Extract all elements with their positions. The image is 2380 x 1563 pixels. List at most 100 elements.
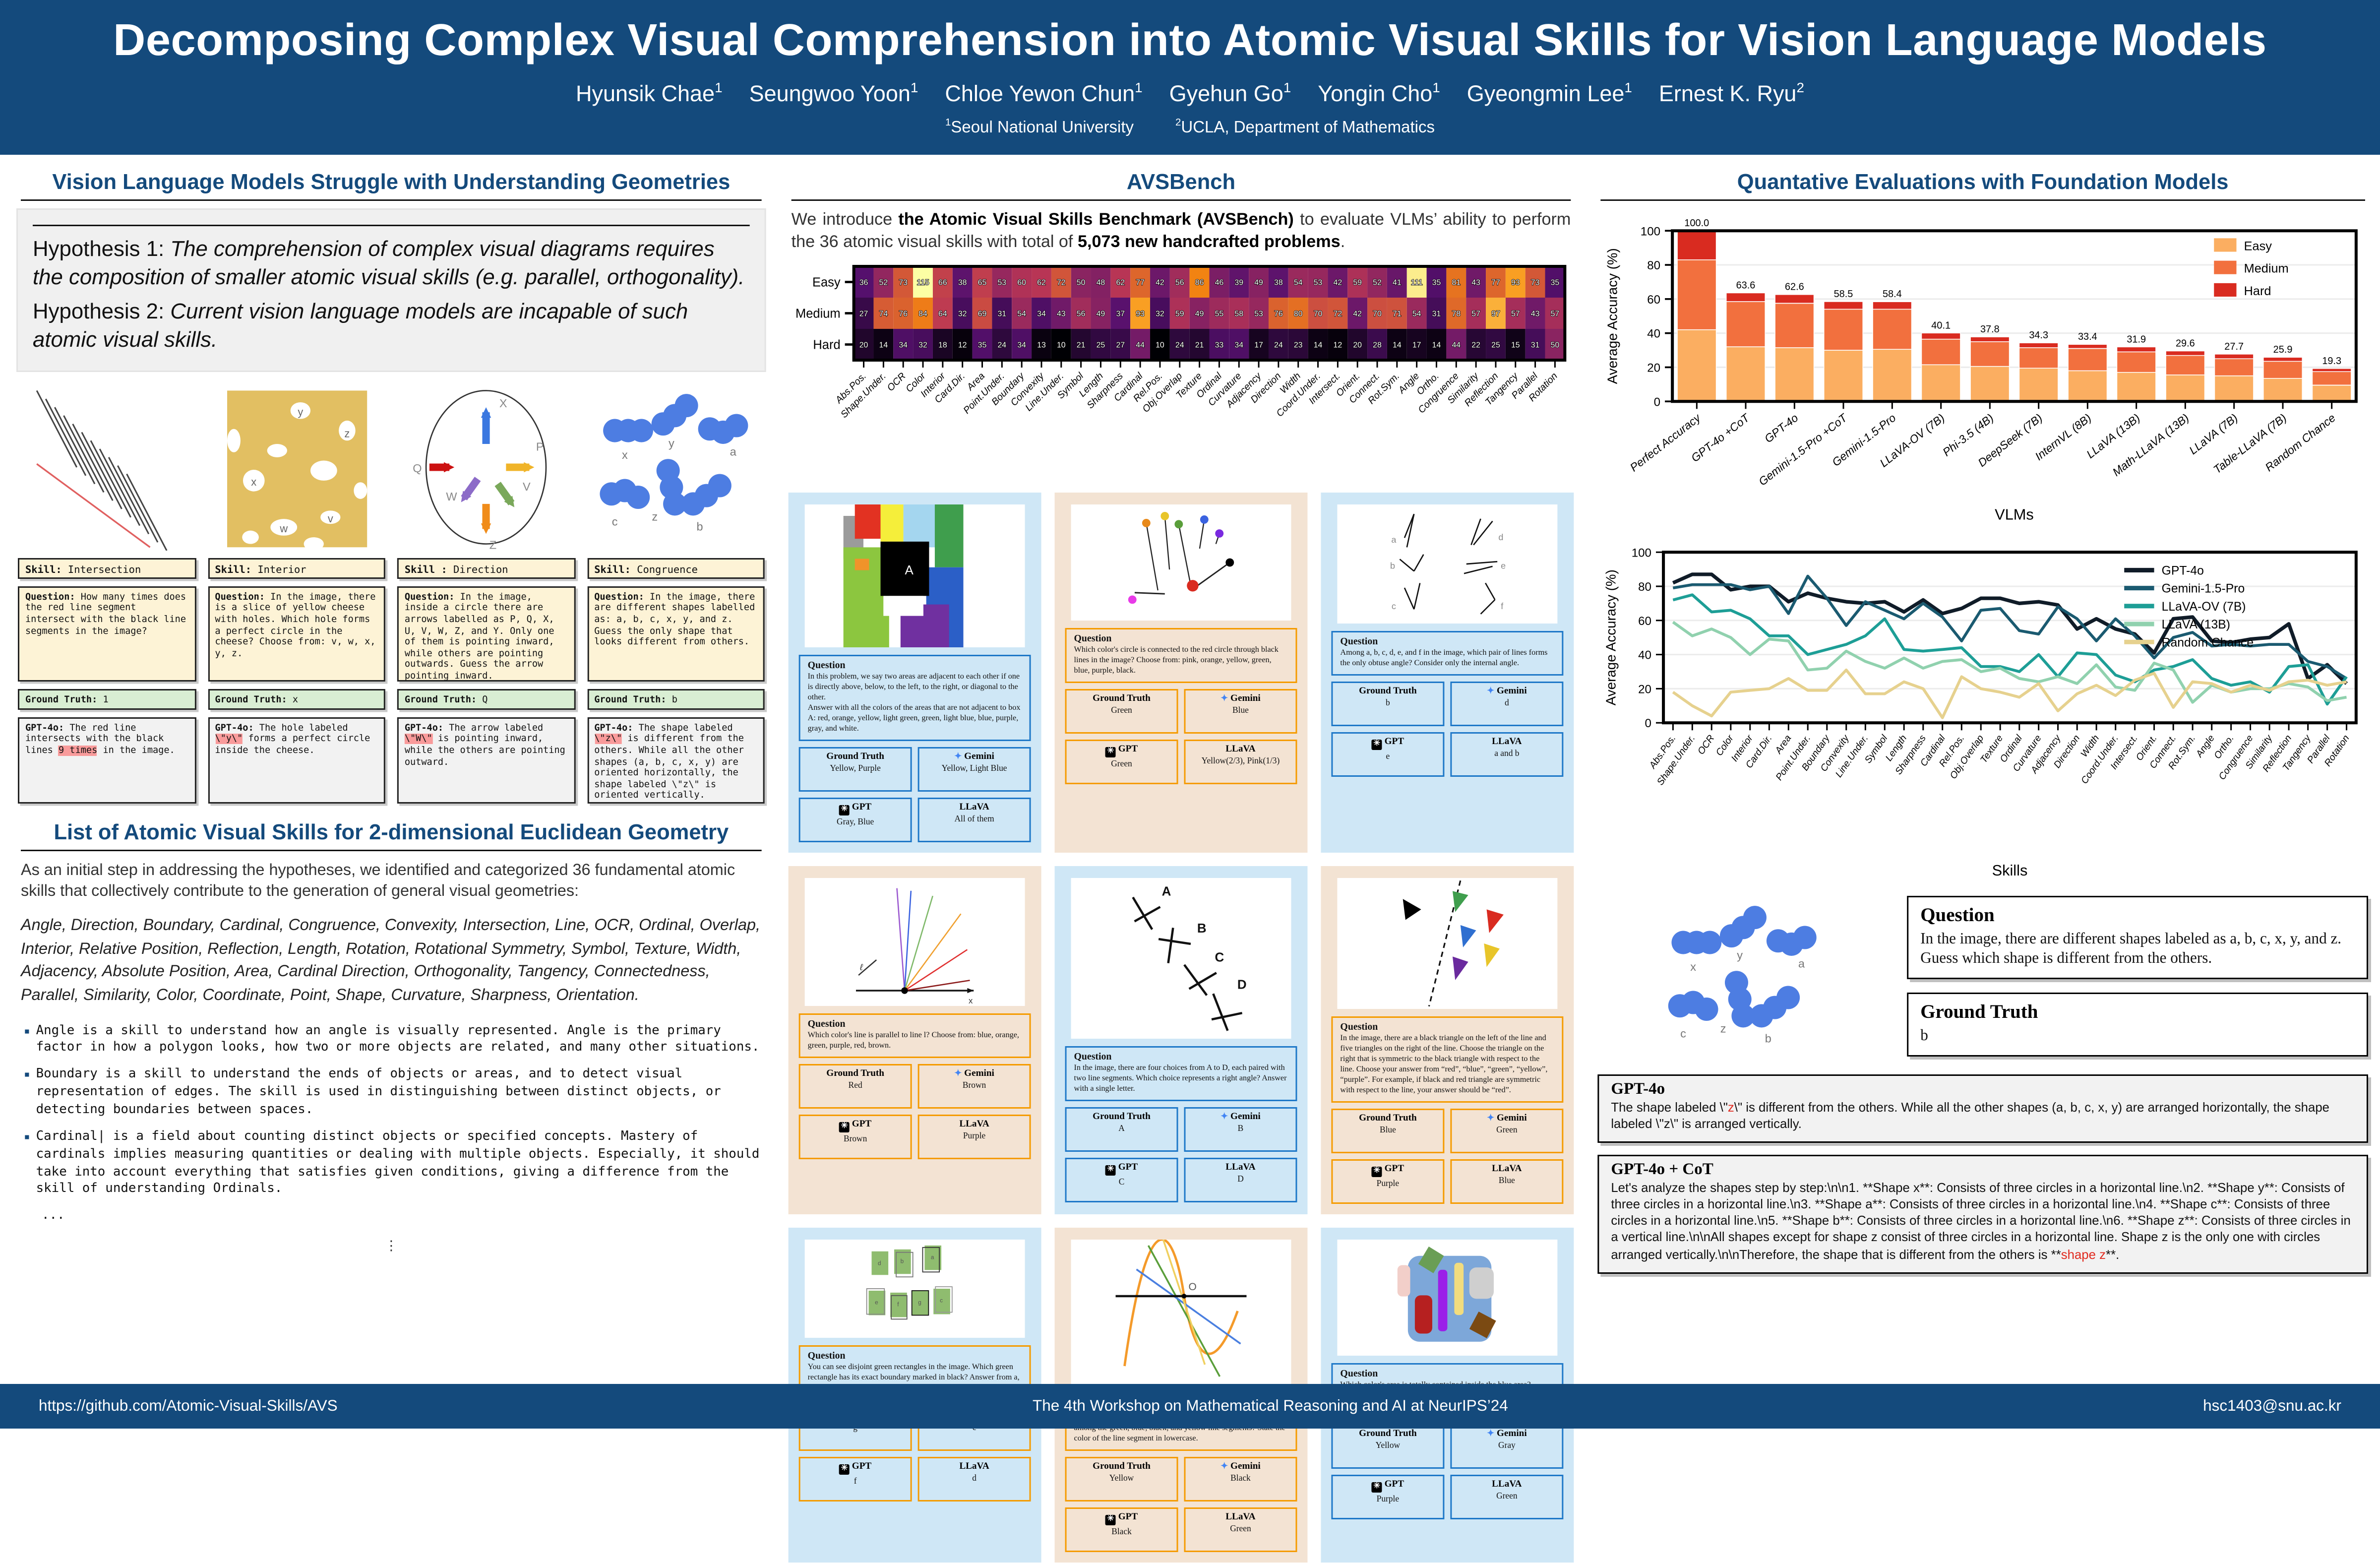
svg-text:Z: Z bbox=[489, 538, 496, 550]
svg-text:19.3: 19.3 bbox=[2322, 356, 2341, 367]
svg-text:60: 60 bbox=[1647, 293, 1660, 307]
answer-cell-gemini: ✦ Gemini Black bbox=[1184, 1457, 1297, 1502]
svg-text:32: 32 bbox=[958, 310, 967, 318]
intersect-figure bbox=[17, 383, 196, 551]
svg-text:OCR: OCR bbox=[885, 371, 908, 393]
gpt4o-text-pre: The shape labeled \" bbox=[1611, 1099, 1728, 1114]
svg-text:49: 49 bbox=[1195, 310, 1204, 318]
svg-text:33: 33 bbox=[1215, 341, 1224, 350]
svg-text:37.8: 37.8 bbox=[1980, 324, 2000, 335]
svg-text:34: 34 bbox=[1037, 310, 1046, 318]
svg-text:15: 15 bbox=[1511, 341, 1520, 350]
svg-text:18: 18 bbox=[938, 341, 947, 350]
svg-text:49: 49 bbox=[1097, 310, 1105, 318]
answer-cell-gpt: ✳ GPT C bbox=[1065, 1158, 1178, 1203]
svg-text:49: 49 bbox=[1254, 279, 1263, 287]
hypothesis-1: Hypothesis 1: The comprehension of compl… bbox=[33, 237, 750, 293]
svg-text:62.6: 62.6 bbox=[1785, 282, 1804, 293]
divider bbox=[32, 225, 750, 226]
svg-text:20: 20 bbox=[859, 341, 868, 350]
svg-text:50: 50 bbox=[1551, 341, 1560, 350]
ellipsis: ... bbox=[41, 1208, 65, 1224]
answer-cell-ground-truth: Ground Truth Red bbox=[798, 1064, 912, 1109]
gpt-answer-box: GPT-4o: The red line intersects with the… bbox=[17, 717, 196, 804]
author: Gyeongmin Lee1 bbox=[1466, 80, 1632, 107]
gpt4o-title: GPT-4o bbox=[1611, 1079, 1665, 1098]
svg-text:46: 46 bbox=[1215, 279, 1224, 287]
svg-text:z: z bbox=[1720, 1021, 1726, 1034]
example-card: A B C D Question In the image, there are four… bbox=[1054, 866, 1308, 1215]
example-question-box: Question Which color's circle is connecte… bbox=[1065, 628, 1297, 684]
gpt4o-text-post: \" is different from the others. While a… bbox=[1611, 1099, 2330, 1131]
skill-example-card: X Q P W V Z Skill : Direction Question: In the … bbox=[397, 383, 575, 804]
svg-text:32: 32 bbox=[1156, 310, 1164, 318]
intro-text: to evaluate VLMs’ ability to perform the… bbox=[791, 211, 1571, 252]
answer-table: Ground Truth Yellow, Purple ✦ Gemini Yellow… bbox=[798, 747, 1031, 843]
ground-truth-box: Ground Truth: 1 bbox=[17, 688, 196, 710]
svg-text:z: z bbox=[344, 427, 349, 439]
answer-cell-llava: LLaVA Purple bbox=[917, 1115, 1031, 1160]
svg-text:Easy: Easy bbox=[2244, 239, 2272, 253]
svg-text:w: w bbox=[279, 522, 287, 535]
answer-cell-gpt: ✳ GPT Green bbox=[1065, 740, 1178, 785]
svg-text:42: 42 bbox=[1353, 310, 1362, 318]
angles-figure: a d b e c f bbox=[1337, 504, 1558, 624]
svg-text:34: 34 bbox=[1234, 341, 1243, 350]
svg-text:36: 36 bbox=[859, 279, 868, 287]
svg-text:27: 27 bbox=[1116, 341, 1125, 350]
svg-text:58.5: 58.5 bbox=[1834, 289, 1853, 300]
svg-text:40: 40 bbox=[1647, 327, 1660, 341]
svg-text:x: x bbox=[1690, 960, 1696, 973]
svg-text:52: 52 bbox=[879, 279, 888, 287]
atomic-skills-intro: As an initial step in addressing the hyp… bbox=[20, 861, 735, 900]
svg-text:Medium: Medium bbox=[2244, 262, 2289, 276]
mosaic-figure: A bbox=[804, 504, 1025, 648]
svg-text:a: a bbox=[729, 445, 736, 458]
svg-text:LLaVA (13B): LLaVA (13B) bbox=[2162, 619, 2230, 632]
author: Gyehun Go1 bbox=[1169, 80, 1291, 107]
svg-text:20: 20 bbox=[1647, 361, 1660, 375]
intro-bold-problems: 5,073 new handcrafted problems bbox=[1077, 234, 1341, 252]
answer-cell-gpt: ✳ GPT Purple bbox=[1331, 1475, 1445, 1520]
congruence-blobs-figure: x y a c z b bbox=[1597, 895, 1892, 1062]
answer-cell-ground-truth: Ground Truth A bbox=[1065, 1107, 1178, 1152]
answer-cell-gpt: ✳ GPT Brown bbox=[798, 1115, 912, 1160]
svg-text:v: v bbox=[327, 512, 332, 525]
svg-text:59: 59 bbox=[1175, 310, 1184, 318]
svg-text:10: 10 bbox=[1057, 341, 1066, 350]
answer-table: Ground Truth A ✦ Gemini B ✳ GPT C LLaVA D bbox=[1065, 1107, 1297, 1203]
question-box: Question: In the image, there are differ… bbox=[587, 586, 765, 682]
svg-text:c: c bbox=[611, 515, 617, 528]
svg-text:22: 22 bbox=[1471, 341, 1480, 350]
answer-cell-llava: LLaVA Green bbox=[1450, 1475, 1564, 1520]
svg-text:57: 57 bbox=[1471, 310, 1480, 318]
svg-text:59: 59 bbox=[1353, 279, 1362, 287]
hypothesis-2-label: Hypothesis 2: bbox=[32, 300, 165, 324]
gpt-icon: ✳ bbox=[839, 1122, 850, 1133]
poster-body: Vision Language Models Struggle with Und… bbox=[0, 155, 2380, 1563]
svg-text:35: 35 bbox=[978, 341, 987, 350]
svg-text:31: 31 bbox=[997, 310, 1006, 318]
example-card: Question In the image, there are a black … bbox=[1321, 866, 1574, 1215]
svg-text:34.3: 34.3 bbox=[2029, 330, 2048, 341]
authors-line: Hyunsik Chae1 Seungwoo Yoon1 Chloe Yewon C… bbox=[0, 80, 2380, 107]
answer-table: Ground Truth b ✦ Gemini d ✳ GPT e LLaVA a and b bbox=[1331, 682, 1564, 777]
gemini-icon: ✦ bbox=[1487, 688, 1495, 697]
svg-text:53: 53 bbox=[997, 279, 1006, 287]
svg-text:54: 54 bbox=[1294, 279, 1303, 287]
gpt-icon: ✳ bbox=[1371, 740, 1382, 750]
svg-text:31: 31 bbox=[1531, 341, 1540, 350]
svg-text:e: e bbox=[875, 1300, 878, 1307]
email-link[interactable]: hsc1403@snu.ac.kr bbox=[2203, 1397, 2342, 1415]
skill-bullet-list: ▪ Angle is a skill to understand how an a… bbox=[21, 1023, 762, 1227]
answer-cell-gpt: ✳ GPT Purple bbox=[1331, 1159, 1445, 1204]
svg-text:37: 37 bbox=[1116, 310, 1125, 318]
svg-text:Average Accuracy (%): Average Accuracy (%) bbox=[1603, 570, 1619, 706]
hypothesis-1-text: The comprehension of complex visual diag… bbox=[32, 238, 745, 290]
bullet-item: ▪ Angle is a skill to understand how an a… bbox=[21, 1023, 762, 1059]
example-question-box: Question In the image, there are four cho… bbox=[1065, 1046, 1297, 1102]
blobs-figure: x y a c z b bbox=[587, 383, 765, 551]
svg-text:32: 32 bbox=[918, 341, 927, 350]
github-link[interactable]: https://github.com/Atomic-Visual-Skills/… bbox=[38, 1397, 338, 1415]
